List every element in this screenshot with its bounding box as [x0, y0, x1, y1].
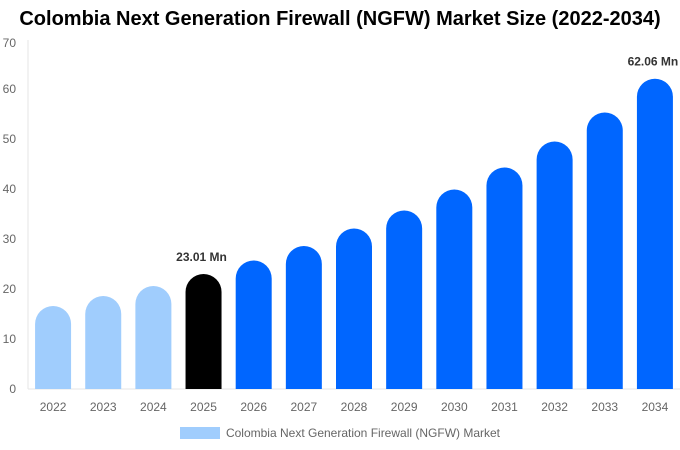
bar-2026: [235, 260, 272, 389]
bar-2027: [285, 246, 322, 389]
x-tick-label: 2026: [240, 400, 267, 414]
x-tick-label: 2028: [341, 400, 368, 414]
x-tick-label: 2027: [290, 400, 317, 414]
y-tick-label: 50: [3, 132, 17, 146]
legend: Colombia Next Generation Firewall (NGFW)…: [0, 426, 680, 440]
bar-2028: [336, 228, 372, 389]
x-tick-label: 2023: [90, 400, 117, 414]
y-tick-label: 70: [3, 36, 17, 50]
y-tick-label: 30: [3, 232, 17, 246]
bar-2031: [486, 167, 523, 389]
bar-2023: [85, 296, 122, 389]
y-tick-label: 10: [3, 332, 17, 346]
x-tick-label: 2032: [541, 400, 568, 414]
x-tick-label: 2025: [190, 400, 217, 414]
x-tick-label: 2029: [391, 400, 418, 414]
x-tick-label: 2031: [491, 400, 518, 414]
legend-swatch: [179, 427, 220, 439]
y-tick-label: 0: [9, 382, 16, 396]
y-tick-label: 20: [3, 282, 17, 296]
bar-2024: [135, 286, 172, 389]
bar-2025: [185, 273, 222, 389]
data-label: 23.01 Mn: [176, 250, 227, 264]
bar-2030: [436, 189, 473, 389]
x-tick-label: 2033: [591, 400, 618, 414]
x-tick-label: 2024: [140, 400, 167, 414]
bar-2022: [35, 306, 72, 389]
bar-2034: [636, 78, 673, 389]
x-tick-label: 2034: [642, 400, 669, 414]
chart-title: Colombia Next Generation Firewall (NGFW)…: [19, 8, 661, 30]
bar-2033: [586, 112, 623, 389]
bar-2032: [536, 141, 573, 389]
x-tick-label: 2022: [40, 400, 67, 414]
legend-label: Colombia Next Generation Firewall (NGFW)…: [225, 426, 501, 440]
y-tick-label: 40: [3, 182, 17, 196]
bar-2029: [386, 210, 423, 389]
data-label: 62.06 Mn: [628, 55, 679, 69]
y-tick-label: 60: [3, 82, 17, 96]
x-tick-label: 2030: [441, 400, 468, 414]
